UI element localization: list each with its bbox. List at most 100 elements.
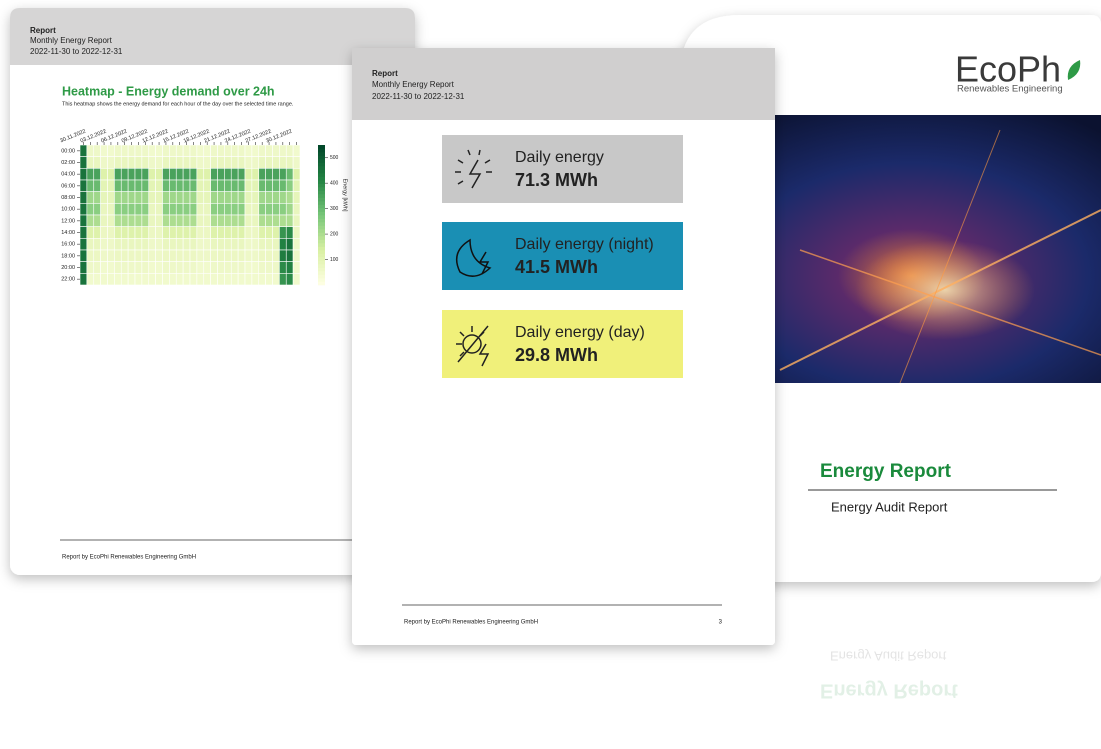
heat-cell bbox=[293, 227, 300, 239]
heat-cell bbox=[238, 145, 245, 157]
heat-cell bbox=[259, 250, 266, 262]
heat-cell bbox=[80, 203, 87, 215]
heat-cell bbox=[252, 145, 259, 157]
heat-cell bbox=[149, 180, 156, 192]
heat-cell bbox=[190, 238, 197, 250]
heat-cell bbox=[128, 273, 135, 285]
heat-cell bbox=[218, 145, 225, 157]
heat-cell bbox=[135, 227, 142, 239]
heat-cell bbox=[238, 227, 245, 239]
heat-cell bbox=[266, 227, 273, 239]
heat-cell bbox=[149, 215, 156, 227]
heat-cell bbox=[80, 250, 87, 262]
heat-cell bbox=[211, 238, 218, 250]
heat-cell bbox=[238, 238, 245, 250]
heat-cell bbox=[135, 168, 142, 180]
heat-cell bbox=[293, 145, 300, 157]
heat-cell bbox=[211, 227, 218, 239]
heat-cell bbox=[94, 157, 101, 169]
heat-cell bbox=[218, 250, 225, 262]
heat-cell bbox=[293, 215, 300, 227]
heat-cell bbox=[80, 145, 87, 157]
heat-cell bbox=[197, 168, 204, 180]
heat-cell bbox=[156, 145, 163, 157]
heat-cell bbox=[286, 238, 293, 250]
heat-cell bbox=[293, 157, 300, 169]
heat-cell bbox=[156, 192, 163, 204]
heat-cell bbox=[114, 227, 121, 239]
heat-cell bbox=[87, 238, 94, 250]
heatmap-description: This heatmap shows the energy demand for… bbox=[62, 101, 294, 107]
colorbar-step bbox=[318, 275, 325, 279]
heat-cell bbox=[286, 192, 293, 204]
cover-title: Energy Report bbox=[820, 461, 952, 482]
heat-cell bbox=[293, 180, 300, 192]
heat-cell bbox=[149, 227, 156, 239]
header-subtitle: Monthly Energy Report bbox=[30, 36, 113, 45]
heat-cell bbox=[204, 192, 211, 204]
heat-cell bbox=[169, 250, 176, 262]
heat-cell bbox=[286, 203, 293, 215]
heat-cell bbox=[204, 215, 211, 227]
heat-cell bbox=[101, 157, 108, 169]
heat-cell bbox=[266, 238, 273, 250]
heat-cell bbox=[108, 250, 115, 262]
heat-cell bbox=[211, 273, 218, 285]
heat-cell bbox=[149, 250, 156, 262]
heat-cell bbox=[149, 238, 156, 250]
heat-cell bbox=[190, 145, 197, 157]
heat-cell bbox=[197, 262, 204, 274]
heat-cell bbox=[279, 168, 286, 180]
heat-cell bbox=[142, 215, 149, 227]
heat-cell bbox=[135, 273, 142, 285]
heat-cell bbox=[197, 203, 204, 215]
heat-cell bbox=[169, 145, 176, 157]
heat-cell bbox=[176, 157, 183, 169]
heat-cell bbox=[87, 168, 94, 180]
heat-cell bbox=[94, 168, 101, 180]
heat-cell bbox=[94, 145, 101, 157]
heat-cell bbox=[286, 168, 293, 180]
card-value: 71.3 MWh bbox=[515, 170, 598, 190]
colorbar-step bbox=[318, 170, 325, 174]
colorbar-step bbox=[318, 278, 325, 282]
heat-cell bbox=[128, 180, 135, 192]
heat-cell bbox=[231, 145, 238, 157]
heat-cell bbox=[121, 180, 128, 192]
heat-cell bbox=[279, 203, 286, 215]
y-tick-label: 18:00 bbox=[61, 253, 75, 259]
header-title: Report bbox=[30, 26, 56, 35]
heat-cell bbox=[87, 215, 94, 227]
heat-cell bbox=[273, 192, 280, 204]
heat-cell bbox=[204, 227, 211, 239]
heat-cell bbox=[121, 157, 128, 169]
heat-cell bbox=[108, 180, 115, 192]
colorbar-step bbox=[318, 247, 325, 251]
colorbar-step bbox=[318, 236, 325, 240]
heat-cell bbox=[231, 157, 238, 169]
heat-cell bbox=[169, 215, 176, 227]
heat-cell bbox=[121, 145, 128, 157]
heat-cell bbox=[245, 168, 252, 180]
heat-cell bbox=[245, 145, 252, 157]
heat-cell bbox=[204, 262, 211, 274]
colorbar-step bbox=[318, 184, 325, 188]
heat-cell bbox=[101, 238, 108, 250]
heat-cell bbox=[224, 227, 231, 239]
heat-cell bbox=[101, 273, 108, 285]
heat-cell bbox=[101, 262, 108, 274]
reflection-title: Energy Report bbox=[820, 680, 958, 702]
heat-cell bbox=[135, 203, 142, 215]
heat-cell bbox=[108, 145, 115, 157]
heat-cell bbox=[252, 157, 259, 169]
heat-cell bbox=[204, 180, 211, 192]
heat-cell bbox=[238, 215, 245, 227]
heat-cell bbox=[231, 180, 238, 192]
heat-cell bbox=[163, 262, 170, 274]
heat-cell bbox=[176, 203, 183, 215]
heat-cell bbox=[101, 227, 108, 239]
heat-cell bbox=[135, 262, 142, 274]
colorbar-step bbox=[318, 229, 325, 233]
heat-cell bbox=[101, 192, 108, 204]
heat-cell bbox=[245, 227, 252, 239]
